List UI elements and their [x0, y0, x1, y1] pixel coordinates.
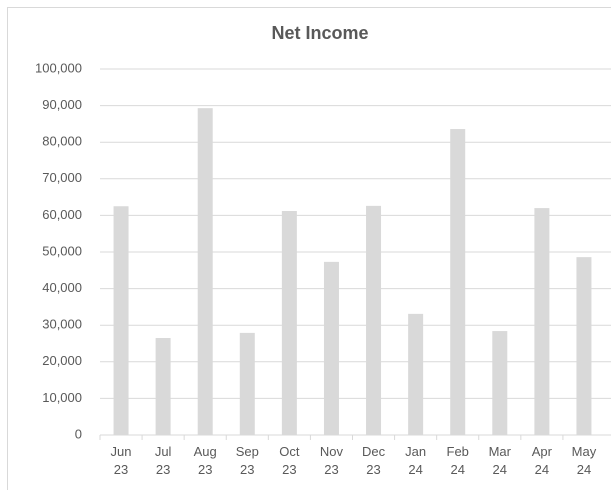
y-tick-label: 90,000: [42, 97, 82, 112]
x-tick-label: Jan 24: [405, 444, 426, 477]
x-tick-label: Nov 23: [320, 444, 344, 477]
x-tick-label: Feb 24: [447, 444, 469, 477]
x-tick-label: Mar 24: [489, 444, 512, 477]
chart-title: Net Income: [271, 23, 368, 43]
y-tick-label: 20,000: [42, 353, 82, 368]
chart-frame: [7, 7, 611, 490]
bar: [534, 208, 550, 435]
y-tick-label: 100,000: [35, 60, 82, 75]
bar: [323, 261, 339, 435]
y-tick-label: 80,000: [42, 134, 82, 149]
y-tick-label: 10,000: [42, 390, 82, 405]
y-tick-label: 30,000: [42, 317, 82, 332]
y-tick-label: 0: [75, 426, 82, 441]
bar: [450, 129, 466, 436]
y-tick-label: 50,000: [42, 243, 82, 258]
bar: [408, 313, 424, 435]
bar: [281, 211, 297, 435]
x-tick-label: Sep 23: [236, 444, 259, 477]
y-tick-label: 60,000: [42, 207, 82, 222]
x-tick-label: May 24: [572, 444, 597, 477]
bar: [155, 338, 171, 435]
bar: [113, 206, 129, 435]
x-tick-label: Apr 24: [532, 444, 553, 477]
y-tick-label: 70,000: [42, 170, 82, 185]
bar: [239, 332, 255, 435]
bar: [366, 205, 382, 435]
bar: [576, 257, 592, 435]
x-tick-label: Oct 23: [279, 444, 300, 477]
bar: [197, 108, 213, 436]
bar: [492, 331, 508, 435]
x-tick-label: Aug 23: [194, 444, 217, 477]
y-tick-label: 40,000: [42, 280, 82, 295]
x-tick-label: Jun 23: [111, 444, 132, 477]
x-tick-label: Dec 23: [362, 444, 386, 477]
x-tick-label: Jul 23: [155, 444, 172, 477]
